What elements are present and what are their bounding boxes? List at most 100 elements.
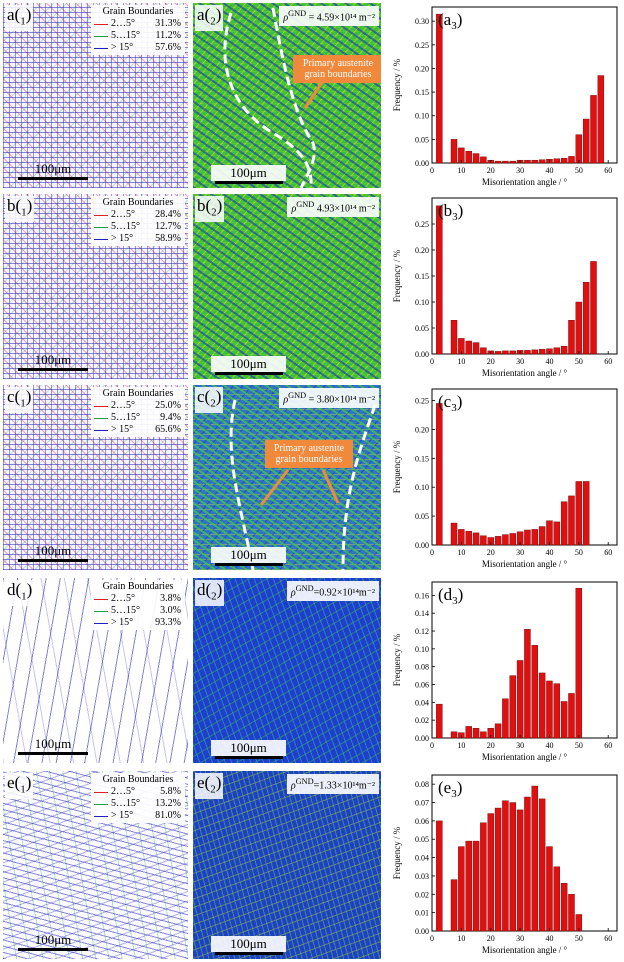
bar: [538, 526, 546, 546]
x-tick-label: 40: [545, 934, 553, 943]
bar: [450, 319, 458, 355]
bar: [553, 347, 561, 355]
y-tick-label: 0.08: [415, 780, 429, 789]
bar: [524, 159, 531, 164]
x-axis-label: Misorientation angle / °: [482, 559, 568, 569]
panel-label-a1: a(1): [5, 5, 34, 32]
x-tick-label: 10: [457, 357, 465, 366]
gb-map-b1: b(1) Grain Boundaries 2…5° 28.4% 5…15° 12.…: [3, 194, 188, 379]
gb-map-a1: a(1) Grain Boundaries 2…5° 31.3% 5…15° 11.…: [3, 3, 188, 188]
bar: [450, 731, 458, 739]
panel-label: (b3): [438, 201, 463, 223]
x-tick-label: 60: [604, 548, 612, 557]
bar: [538, 349, 546, 355]
y-axis-label: Frequency / %: [392, 633, 402, 686]
gb-legend-b1: Grain Boundaries 2…5° 28.4% 5…15° 12.7% > …: [91, 196, 185, 246]
gnd-map-d2: d(2) ρGND=0.92×10¹⁴m⁻² 100μm: [193, 578, 381, 763]
histogram-d3: 0 10 20 30 40 50 60 0.00 0.02 0.04 0.06 0.08 0.10 0.1…: [392, 581, 618, 762]
bar: [568, 693, 575, 739]
panel-label-e1: e(1): [5, 773, 34, 800]
gb-map-e1: e(1) Grain Boundaries 2…5° 5.8% 5…15° 13.2…: [3, 771, 188, 959]
y-tick-label: 0.00: [415, 734, 429, 743]
bar: [472, 153, 480, 164]
annotation-a2: Primary austenite grain boundaries: [293, 55, 381, 83]
y-axis-label: Frequency / %: [392, 58, 402, 111]
bar: [465, 340, 472, 355]
bar: [436, 13, 443, 164]
histogram-c3: 0 10 20 30 40 50 60 0.00 0.05 0.10 0.15 0.20 0.25 Mis…: [392, 388, 618, 569]
bar: [575, 134, 583, 164]
y-tick-label: 0.00: [415, 927, 429, 936]
legend-title: Grain Boundaries: [102, 388, 174, 399]
bar: [538, 798, 546, 932]
bar: [480, 535, 487, 546]
bar: [494, 723, 502, 739]
scale-bar-b2: 100μm: [211, 356, 286, 375]
y-tick-label: 0.25: [415, 41, 429, 50]
y-tick-label: 0.20: [415, 425, 429, 434]
bar: [524, 796, 531, 932]
y-tick-label: 0.06: [415, 817, 429, 826]
bar: [450, 139, 458, 164]
y-tick-label: 0.15: [415, 272, 429, 281]
bar: [458, 846, 465, 932]
x-tick-label: 10: [457, 548, 465, 557]
bar: [509, 160, 516, 164]
y-tick-label: 0.15: [415, 88, 429, 97]
y-tick-label: 0.14: [415, 609, 429, 618]
x-axis-label: Misorientation angle / °: [482, 752, 568, 762]
bar: [575, 301, 583, 355]
bar: [494, 807, 502, 932]
x-tick-label: 0: [430, 934, 434, 943]
bar: [480, 731, 487, 739]
x-tick-label: 40: [545, 166, 553, 175]
bar: [472, 532, 480, 546]
x-tick-label: 10: [457, 166, 465, 175]
x-tick-label: 20: [487, 357, 495, 366]
x-tick-label: 30: [516, 357, 524, 366]
x-tick-label: 50: [575, 548, 583, 557]
bar: [436, 205, 443, 355]
gb-map-d1: d(1) Grain Boundaries 2…5° 3.8% 5…15° 3.0%…: [3, 578, 188, 763]
bar: [509, 802, 516, 932]
panel-label-b2: b(2): [195, 196, 225, 223]
bar: [531, 645, 538, 739]
y-tick-label: 0.16: [415, 591, 429, 600]
y-tick-label: 0.02: [415, 716, 429, 725]
scale-bar-d2: 100μm: [211, 740, 286, 759]
y-axis-label: Frequency / %: [392, 826, 402, 879]
panel-label: (e3): [438, 778, 462, 800]
panel-label: (a3): [438, 10, 462, 32]
x-tick-label: 10: [457, 741, 465, 750]
y-tick-label: 0.25: [415, 220, 429, 229]
scale-bar-d1: 100μm: [13, 736, 93, 755]
bar: [531, 159, 538, 164]
x-axis-label: Misorientation angle / °: [482, 945, 568, 955]
bar: [560, 883, 568, 932]
gnd-map-b2: b(2) ρGND 4.93×10¹⁴ m⁻² 100μm: [193, 194, 381, 379]
bar: [465, 150, 472, 164]
y-tick-label: 0.00: [415, 541, 429, 550]
bar: [582, 282, 590, 355]
grain-boundary-dashes-a2: [223, 7, 325, 188]
x-tick-label: 10: [457, 934, 465, 943]
bar: [472, 840, 480, 932]
x-tick-label: 0: [430, 548, 434, 557]
scale-bar-a2: 100μm: [211, 165, 286, 184]
bar: [597, 75, 605, 164]
bar: [546, 846, 553, 932]
y-tick-label: 0.10: [415, 483, 429, 492]
bar: [538, 159, 546, 164]
scale-bar-e2: 100μm: [211, 936, 286, 955]
bar: [568, 894, 575, 932]
y-tick-label: 0.30: [415, 17, 429, 26]
bar: [568, 156, 575, 164]
legend-title: Grain Boundaries: [102, 6, 174, 17]
y-tick-label: 0.20: [415, 246, 429, 255]
x-tick-label: 0: [430, 166, 434, 175]
y-tick-label: 0.01: [415, 909, 429, 918]
panel-label: (c3): [438, 392, 462, 414]
bar: [465, 726, 472, 739]
y-tick-label: 0.08: [415, 663, 429, 672]
rho-gnd-c2: ρGND = 3.80×10¹⁴ m⁻²: [279, 388, 379, 409]
